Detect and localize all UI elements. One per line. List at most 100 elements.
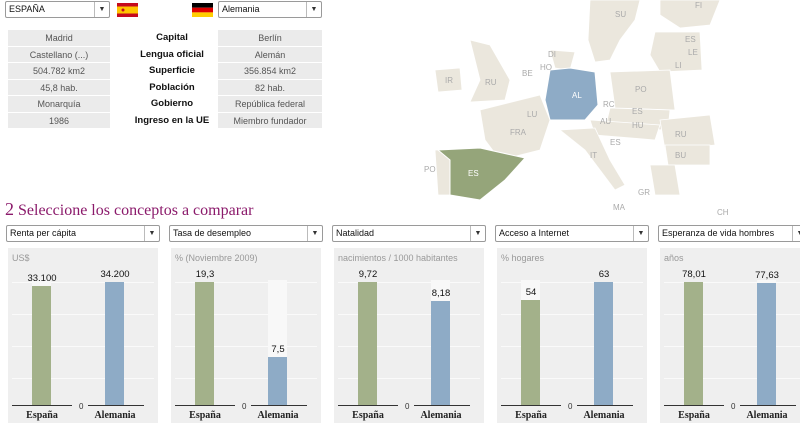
concept-select[interactable]: Natalidad ▼ [332,225,486,242]
gridline [664,346,800,347]
baseline [338,405,398,406]
row-label: Población [149,81,195,93]
chart-unit: % (Noviembre 2009) [175,253,258,263]
bar-spain [32,286,51,405]
concept-select-value: Tasa de desempleo [173,228,252,238]
baseline [88,405,144,406]
chevron-down-icon[interactable]: ▼ [306,2,321,17]
bar-germany [594,282,613,405]
row-label: Ingreso en la UE [134,114,210,126]
concept-select[interactable]: Esperanza de vida hombres ▼ [658,225,800,242]
map-label: FRA [510,128,527,137]
concept-select[interactable]: Acceso a Internet ▼ [495,225,649,242]
row-label: Capital [156,32,188,43]
country2-value: Berlín [218,30,322,47]
gridline [175,378,317,379]
baseline [175,405,235,406]
zero-label: 0 [568,402,573,411]
chevron-down-icon[interactable]: ▼ [144,226,159,241]
bar-value-label: 19,3 [195,269,215,280]
row-label: Gobierno [150,98,194,109]
gridline [12,314,154,315]
map-sweden [587,0,641,63]
map-label: RU [485,78,497,87]
category-label: Alemania [746,410,788,421]
map-label: DI [548,50,556,59]
map-label: LU [527,110,537,119]
gridline [338,378,480,379]
chevron-down-icon[interactable]: ▼ [470,226,485,241]
map-baltics [649,31,703,73]
chart-unit: % hogares [501,253,545,263]
gridline [501,378,643,379]
bar-chart: % hogares 54 España 63 Alemania 0 [497,248,647,423]
gridline [175,282,317,283]
map-poland [609,69,676,111]
map-romania [659,114,716,151]
map-label: LI [675,61,682,70]
map-label: IT [590,151,597,160]
map-label: BE [522,69,533,78]
gridline [664,314,800,315]
gridline [338,346,480,347]
country1-select[interactable]: ESPAÑA ▼ [5,1,110,18]
map-label: HO [540,63,552,72]
gridline [338,314,480,315]
country2-select[interactable]: Alemania ▼ [218,1,322,18]
map-label: HU [632,121,644,130]
germany-flag-icon [192,3,213,17]
bar-value-label: 9,72 [358,269,378,280]
zero-label: 0 [242,402,247,411]
country1-value: Castellano (...) [8,46,110,63]
country1-value: 45,8 hab. [8,79,110,96]
category-label: España [26,410,58,421]
concept-select[interactable]: Renta per cápita ▼ [6,225,160,242]
country2-value: 82 hab. [218,79,322,96]
country1-value: Madrid [8,30,110,47]
map-label: RC [603,100,615,109]
bar-value-label: 8,18 [431,288,451,299]
bar-value-label: 78,01 [682,269,706,280]
chevron-down-icon[interactable]: ▼ [307,226,322,241]
map-bulgaria [664,144,711,166]
chevron-down-icon[interactable]: ▼ [792,226,800,241]
chevron-down-icon[interactable]: ▼ [633,226,648,241]
map-label: ES [610,138,621,147]
gridline [501,314,643,315]
map-uk [469,39,511,103]
bar-spain [358,282,377,405]
map-germany[interactable] [544,67,599,121]
spain-flag-icon [117,3,138,17]
concept-select[interactable]: Tasa de desempleo ▼ [169,225,323,242]
category-label: España [515,410,547,421]
gridline [12,282,154,283]
bar-chart: % (Noviembre 2009) 19,3 España 7,5 Alemania 0 [171,248,321,423]
section-number: 2 [5,199,14,219]
bar-value-label: 7,5 [271,344,285,355]
country1-value: 1986 [8,112,110,129]
category-label: Alemania [583,410,625,421]
map-label: SU [615,10,626,19]
map-spain[interactable] [436,147,526,201]
category-label: España [352,410,384,421]
section-title: 2 Seleccione los conceptos a comparar [5,199,253,220]
gridline [664,378,800,379]
country2-select-value: Alemania [222,4,260,14]
map-label: AL [572,91,582,100]
map-label: ES [468,169,479,178]
gridline [501,346,643,347]
country2-value: Alemán [218,46,322,63]
map-label: PO [424,165,436,174]
bar-chart: años 78,01 España 77,63 Alemania 0 [660,248,800,423]
baseline [414,405,470,406]
bar-chart: US$ 33.100 España 34.200 Alemania 0 [8,248,158,423]
category-label: Alemania [257,410,299,421]
chart-unit: nacimientos / 1000 habitantes [338,253,458,263]
baseline [501,405,561,406]
chevron-down-icon[interactable]: ▼ [94,2,109,17]
bar-germany [268,357,287,405]
map-label: FI [695,1,702,10]
map-label: GR [638,188,650,197]
country2-value: 356.854 km2 [218,63,322,80]
